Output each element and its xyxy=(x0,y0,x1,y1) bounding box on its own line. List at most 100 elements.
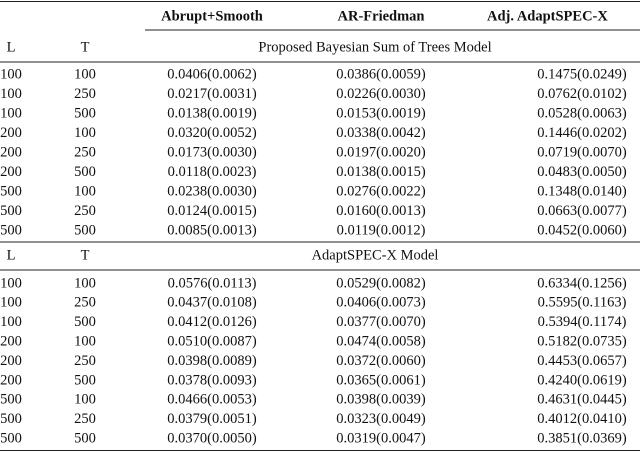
cell: 100 xyxy=(74,183,96,199)
cell: 0.4012(0.0410) xyxy=(537,411,627,427)
column-header: Abrupt+Smooth xyxy=(161,8,263,24)
cell: 0.0466(0.0053) xyxy=(167,392,257,408)
cell: 0.0124(0.0015) xyxy=(167,203,257,219)
cell: 0.0406(0.0062) xyxy=(167,66,257,82)
cell: 100 xyxy=(74,334,96,350)
section-column-header: T xyxy=(81,39,90,55)
cell: 0.0323(0.0049) xyxy=(336,411,426,427)
cell: 250 xyxy=(74,86,96,102)
cell: 0.0338(0.0042) xyxy=(336,125,426,141)
cell: 100 xyxy=(0,86,22,102)
cell: 0.0085(0.0013) xyxy=(167,222,257,238)
cell: 0.5595(0.1163) xyxy=(538,295,627,311)
cell: 100 xyxy=(74,125,96,141)
cell: 0.0386(0.0059) xyxy=(336,66,426,82)
cell: 250 xyxy=(74,295,96,311)
cell: 0.0483(0.0050) xyxy=(537,164,627,180)
cell: 0.0510(0.0087) xyxy=(167,334,257,350)
section-column-header: T xyxy=(81,247,90,263)
cell: 0.0663(0.0077) xyxy=(537,203,627,219)
cell: 500 xyxy=(74,164,96,180)
cell: 0.0372(0.0060) xyxy=(336,353,426,369)
cell: 200 xyxy=(0,353,22,369)
cell: 200 xyxy=(0,144,22,160)
cell: 0.0412(0.0126) xyxy=(167,314,257,330)
cell: 200 xyxy=(0,334,22,350)
cell: 0.0160(0.0013) xyxy=(336,203,426,219)
cell: 500 xyxy=(0,431,22,447)
cell: 0.0378(0.0093) xyxy=(167,372,257,388)
cell: 500 xyxy=(74,222,96,238)
cell: 0.0406(0.0073) xyxy=(336,295,426,311)
cell: 200 xyxy=(0,372,22,388)
cell: 0.0377(0.0070) xyxy=(336,314,426,330)
cell: 0.0762(0.0102) xyxy=(537,86,627,102)
cell: 0.0138(0.0019) xyxy=(167,105,257,121)
cell: 500 xyxy=(74,314,96,330)
cell: 0.0238(0.0030) xyxy=(167,183,257,199)
cell: 0.1446(0.0202) xyxy=(537,125,627,141)
cell: 500 xyxy=(0,222,22,238)
cell: 200 xyxy=(0,125,22,141)
cell: 0.0398(0.0089) xyxy=(167,353,257,369)
cell: 0.0138(0.0015) xyxy=(336,164,426,180)
cell: 0.0118(0.0023) xyxy=(168,164,257,180)
cell: 0.1348(0.0140) xyxy=(537,183,627,199)
cell: 500 xyxy=(74,372,96,388)
cell: 100 xyxy=(0,66,22,82)
cell: 0.0226(0.0030) xyxy=(336,86,426,102)
cell: 0.0529(0.0082) xyxy=(336,275,426,291)
cell: 0.0452(0.0060) xyxy=(537,222,627,238)
cell: 100 xyxy=(0,275,22,291)
cell: 250 xyxy=(74,411,96,427)
cell: 0.0319(0.0047) xyxy=(336,431,426,447)
cell: 0.0719(0.0070) xyxy=(537,144,627,160)
cell: 0.0370(0.0050) xyxy=(167,431,257,447)
cell: 0.0474(0.0058) xyxy=(336,334,426,350)
cell: 100 xyxy=(74,66,96,82)
cell: 0.0217(0.0031) xyxy=(167,86,257,102)
cell: 500 xyxy=(0,411,22,427)
cell: 0.4453(0.0657) xyxy=(537,353,627,369)
cell: 0.3851(0.0369) xyxy=(537,431,627,447)
cell: 500 xyxy=(74,105,96,121)
cell: 500 xyxy=(0,183,22,199)
cell: 0.5182(0.0735) xyxy=(537,334,627,350)
cell: 0.1475(0.0249) xyxy=(537,66,627,82)
cell: 100 xyxy=(0,295,22,311)
cell: 250 xyxy=(74,144,96,160)
cell: 0.0320(0.0052) xyxy=(167,125,257,141)
cell: 500 xyxy=(74,431,96,447)
section-title: Proposed Bayesian Sum of Trees Model xyxy=(258,39,491,55)
cell: 100 xyxy=(74,275,96,291)
cell: 100 xyxy=(74,392,96,408)
cell: 0.0119(0.0012) xyxy=(337,222,426,238)
cell: 0.0576(0.0113) xyxy=(168,275,257,291)
cell: 0.4240(0.0619) xyxy=(537,372,627,388)
cell: 0.6334(0.1256) xyxy=(537,275,627,291)
cell: 0.0197(0.0020) xyxy=(336,144,426,160)
cell: 250 xyxy=(74,203,96,219)
section-title: AdaptSPEC-X Model xyxy=(312,247,439,263)
section-column-header: L xyxy=(7,247,16,263)
cell: 0.0437(0.0108) xyxy=(167,295,257,311)
cell: 0.0173(0.0030) xyxy=(167,144,257,160)
cell: 500 xyxy=(0,392,22,408)
cell: 200 xyxy=(0,164,22,180)
column-header: Adj. AdaptSPEC-X xyxy=(487,8,608,24)
cell: 0.4631(0.0445) xyxy=(537,392,627,408)
cell: 0.0153(0.0019) xyxy=(336,105,426,121)
cell: 0.0276(0.0022) xyxy=(336,183,426,199)
cell: 250 xyxy=(74,353,96,369)
cell: 0.0379(0.0051) xyxy=(167,411,257,427)
cell: 0.0365(0.0061) xyxy=(336,372,426,388)
cell: 0.5394(0.1174) xyxy=(538,314,627,330)
cell: 100 xyxy=(0,314,22,330)
section-column-header: L xyxy=(7,39,16,55)
cell: 500 xyxy=(0,203,22,219)
column-header: AR-Friedman xyxy=(338,8,425,24)
cell: 0.0398(0.0039) xyxy=(336,392,426,408)
cell: 100 xyxy=(0,105,22,121)
cell: 0.0528(0.0063) xyxy=(537,105,627,121)
